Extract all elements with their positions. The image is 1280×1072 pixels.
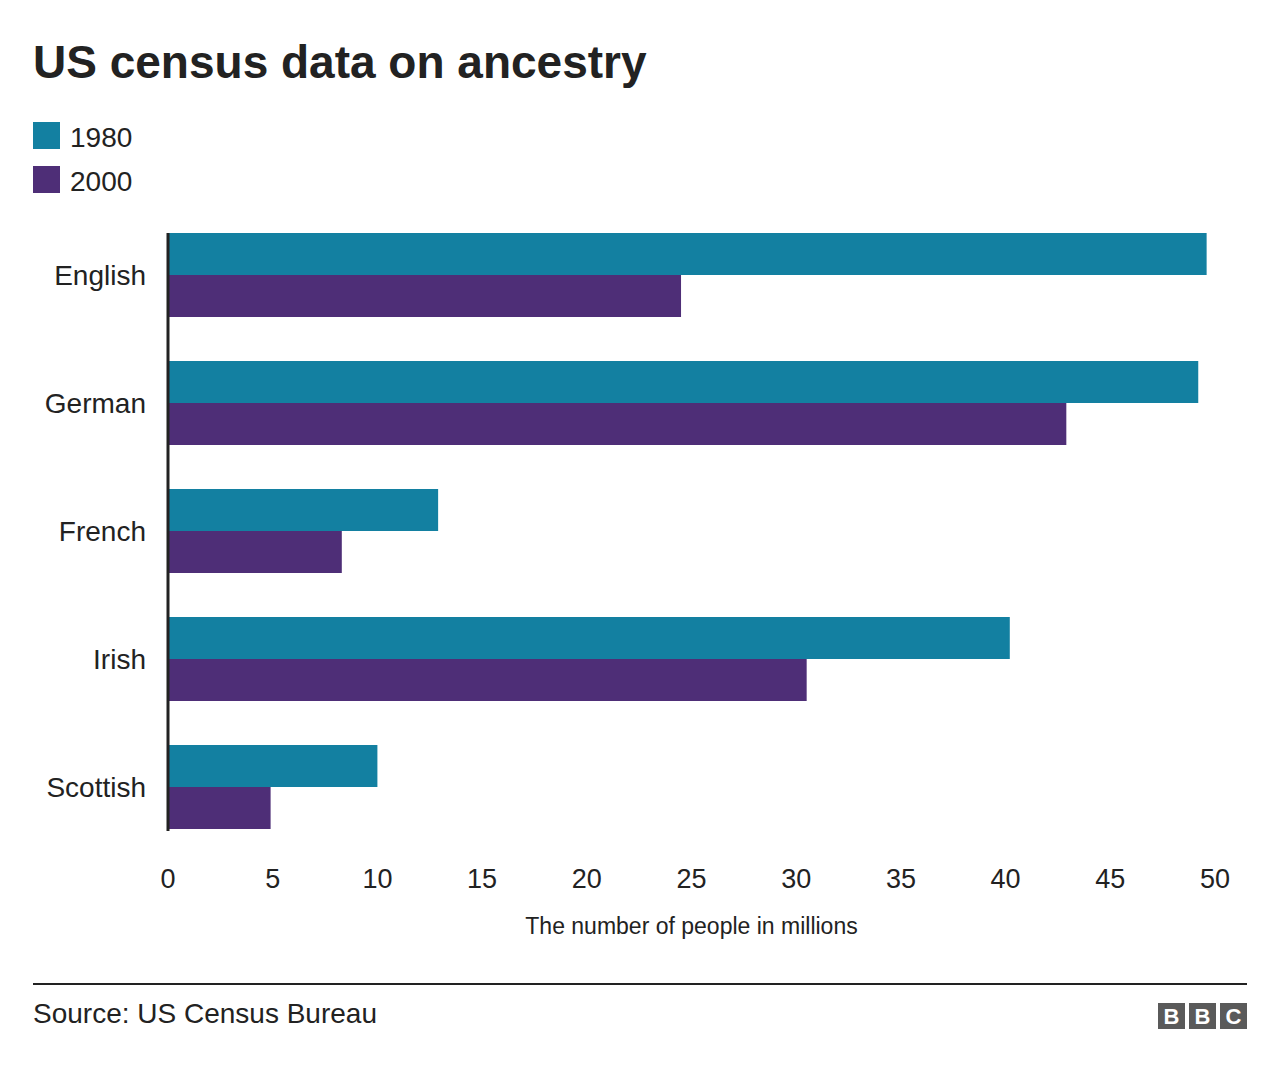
bar: [168, 275, 681, 317]
tick-label: 40: [991, 864, 1021, 894]
bar: [168, 617, 1010, 659]
source: Source: US Census Bureau: [33, 998, 377, 1029]
bar: [168, 659, 807, 701]
tick-label: 50: [1200, 864, 1230, 894]
tick-label: 35: [886, 864, 916, 894]
bar: [168, 745, 377, 787]
bar: [168, 403, 1066, 445]
tick-label: 20: [572, 864, 602, 894]
axis-line: [167, 233, 170, 831]
bar: [168, 361, 1198, 403]
logo-letter: C: [1226, 1004, 1242, 1029]
tick-label: 0: [160, 864, 175, 894]
category-label: Irish: [93, 644, 146, 675]
divider: [33, 983, 1247, 985]
logo-box: [1220, 1003, 1247, 1029]
bar: [168, 233, 1207, 275]
bar: [168, 787, 271, 829]
tick-label: 5: [265, 864, 280, 894]
bars: [168, 233, 1207, 829]
tick-label: 25: [676, 864, 706, 894]
tick-label: 30: [781, 864, 811, 894]
category-label: English: [54, 260, 146, 291]
title: US census data on ancestry: [33, 36, 647, 88]
category-label: German: [45, 388, 146, 419]
legend-label: 2000: [70, 166, 132, 197]
logo-box: [1158, 1003, 1185, 1029]
bar: [168, 489, 438, 531]
logo-letter: B: [1195, 1004, 1211, 1029]
logo-box: [1189, 1003, 1216, 1029]
legend-swatch: [33, 166, 60, 193]
logo-letter: B: [1164, 1004, 1180, 1029]
tick-label: 45: [1095, 864, 1125, 894]
category-label: French: [59, 516, 146, 547]
chart: US census data on ancestry 1980 2000 Englis…: [0, 0, 1280, 1072]
tick-label: 10: [362, 864, 392, 894]
bar: [168, 531, 342, 573]
axis-label: The number of people in millions: [525, 913, 857, 939]
legend-label: 1980: [70, 122, 132, 153]
category-label: Scottish: [46, 772, 146, 803]
tick-label: 15: [467, 864, 497, 894]
chart-container: US census data on ancestry 1980 2000 Englis…: [0, 0, 1280, 1072]
legend-swatch: [33, 122, 60, 149]
